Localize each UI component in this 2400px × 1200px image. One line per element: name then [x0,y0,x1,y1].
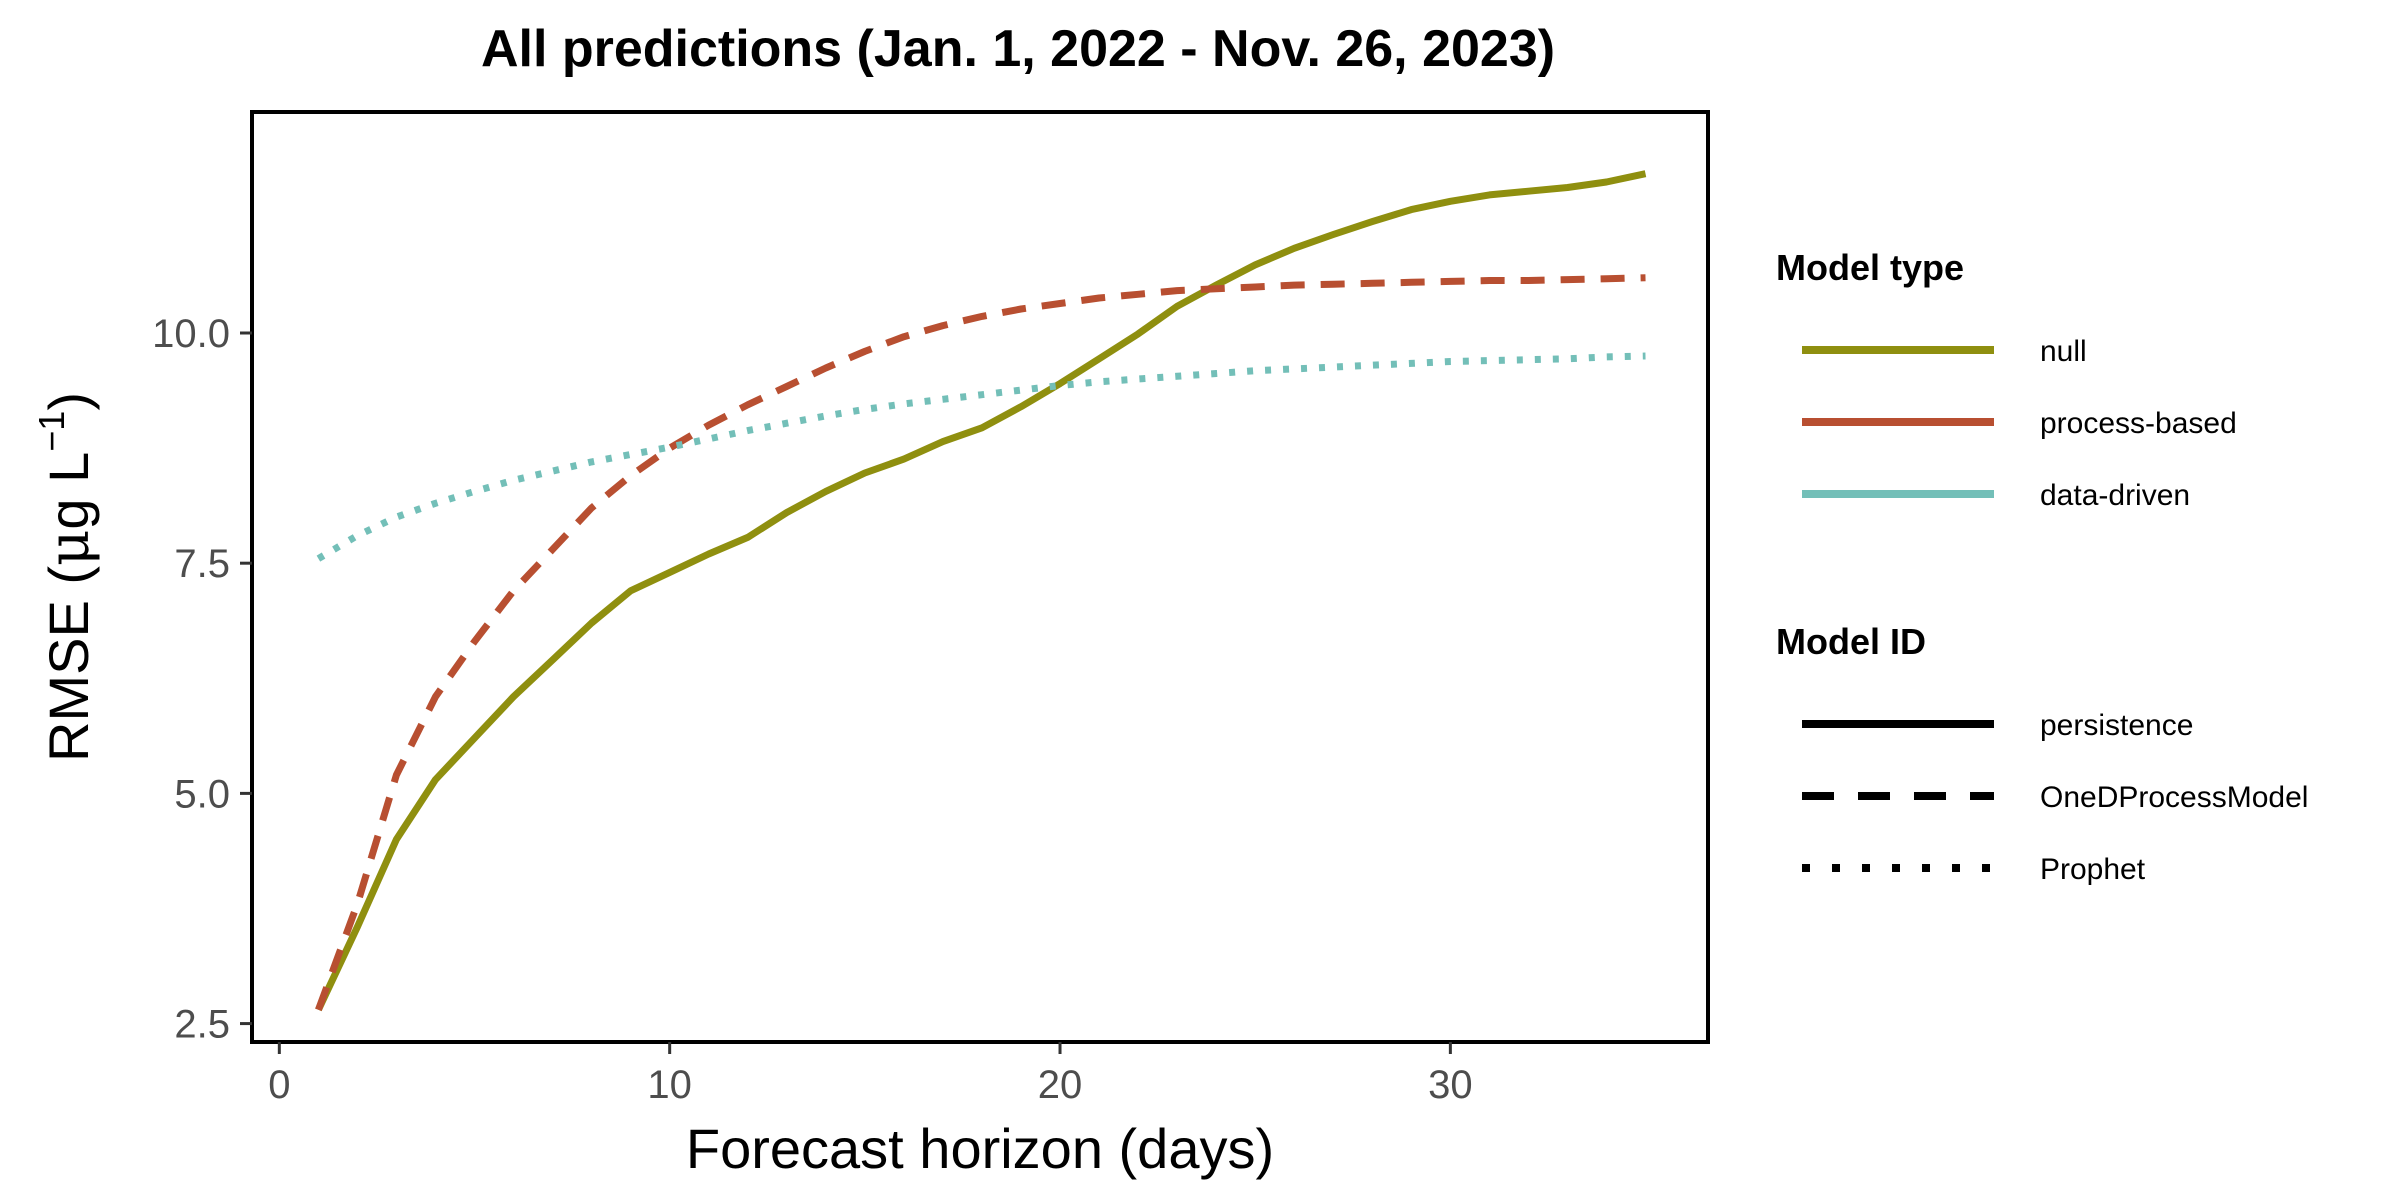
legend-label-prophet: Prophet [2040,853,2146,886]
y-axis-title: RMSE (μg L−1) [31,392,102,762]
y-tick-label: 5.0 [174,772,230,816]
plot-panel-border [250,110,1710,1044]
legend-model-type-title: Model type [1776,247,1964,288]
legend-label-onedprocessmodel: OneDProcessModel [2040,781,2308,814]
legend-model-id-title: Model ID [1776,621,1926,662]
y-axis-title-main: RMSE ( [37,566,100,762]
series-line-prophet [316,352,1646,562]
x-tick-label: 20 [1038,1063,1083,1107]
x-tick-label: 30 [1428,1063,1473,1107]
legend-model-type-items: null process-based data-driven [1802,335,2237,512]
legend-model-type: Model type null process-based data-driven [1776,247,2237,512]
y-tick-label: 10.0 [152,312,230,356]
x-tick-label: 10 [647,1063,692,1107]
y-axis: 2.5 5.0 7.5 10.0 [152,312,252,1047]
series-lines [315,170,1647,1012]
legend-model-id-items: persistence OneDProcessModel Prophet [1802,709,2308,886]
x-tick-label: 0 [268,1063,290,1107]
legend-model-id: Model ID persistence OneDProcessModel Prop… [1776,621,2308,886]
y-axis-title-mu: μ [37,530,102,566]
x-axis-title: Forecast horizon (days) [686,1117,1274,1180]
y-axis-title-unit: g L [37,452,100,530]
legend-label-process-based: process-based [2040,407,2237,440]
y-axis-title-sup: −1 [31,411,72,452]
chart-title: All predictions (Jan. 1, 2022 - Nov. 26,… [481,20,1555,78]
x-axis: 0 10 20 30 [268,1042,1473,1107]
y-axis-title-close: ) [37,392,100,411]
y-tick-label: 7.5 [174,542,230,586]
legend-label-null: null [2040,335,2087,368]
series-line-persistence [315,170,1647,1012]
series-line-onedprocessmodel [315,274,1646,1012]
legend-label-persistence: persistence [2040,709,2193,742]
y-tick-label: 2.5 [174,1003,230,1047]
legend-label-data-driven: data-driven [2040,479,2190,512]
